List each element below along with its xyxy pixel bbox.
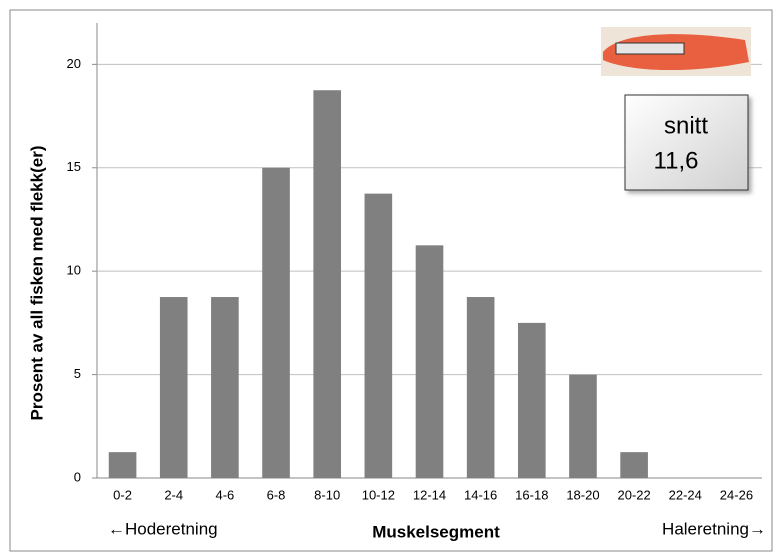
bar xyxy=(365,194,393,478)
x-tick-label: 2-4 xyxy=(164,487,183,502)
x-tick-label: 18-20 xyxy=(566,487,599,502)
y-tick-label: 15 xyxy=(67,159,81,174)
x-tick-label: 10-12 xyxy=(362,487,395,502)
direction-note-right: Haleretning→ xyxy=(662,519,766,538)
y-tick-label: 10 xyxy=(67,263,81,278)
chart: 0 5 10 15 20 0-2 2-4 4-6 6-8 8-10 10-12 12-14 14-16 1… xyxy=(0,0,780,557)
y-tick-label: 5 xyxy=(74,366,81,381)
bar xyxy=(569,375,597,478)
x-tick-label: 6-8 xyxy=(267,487,286,502)
y-tick-label: 0 xyxy=(74,469,81,484)
fish-image xyxy=(601,27,751,76)
bar xyxy=(313,90,341,478)
x-tick-label: 8-10 xyxy=(314,487,340,502)
bar xyxy=(416,245,444,478)
bar xyxy=(467,297,495,478)
bar xyxy=(160,297,188,478)
annotation-text: snitt xyxy=(664,112,708,139)
x-tick-label: 24-26 xyxy=(720,487,753,502)
fish-segment-marker xyxy=(616,43,684,54)
annotation-box xyxy=(625,95,748,190)
bar xyxy=(211,297,239,478)
bar xyxy=(518,323,546,478)
x-tick-label: 22-24 xyxy=(669,487,702,502)
direction-note-left: ←Hoderetning xyxy=(108,519,218,538)
y-axis-label: Prosent av all fisken med flekk(er) xyxy=(27,146,46,421)
bar xyxy=(262,168,290,478)
x-tick-label: 0-2 xyxy=(113,487,132,502)
annotation-text: 11,6 xyxy=(654,147,699,174)
x-tick-label: 14-16 xyxy=(464,487,497,502)
x-tick-label: 16-18 xyxy=(515,487,548,502)
x-axis-label: Muskelsegment xyxy=(372,522,500,541)
x-tick-label: 4-6 xyxy=(215,487,234,502)
x-tick-label: 20-22 xyxy=(617,487,650,502)
bar xyxy=(109,452,137,478)
bar xyxy=(620,452,648,478)
x-tick-label: 12-14 xyxy=(413,487,446,502)
y-tick-label: 20 xyxy=(67,56,81,71)
